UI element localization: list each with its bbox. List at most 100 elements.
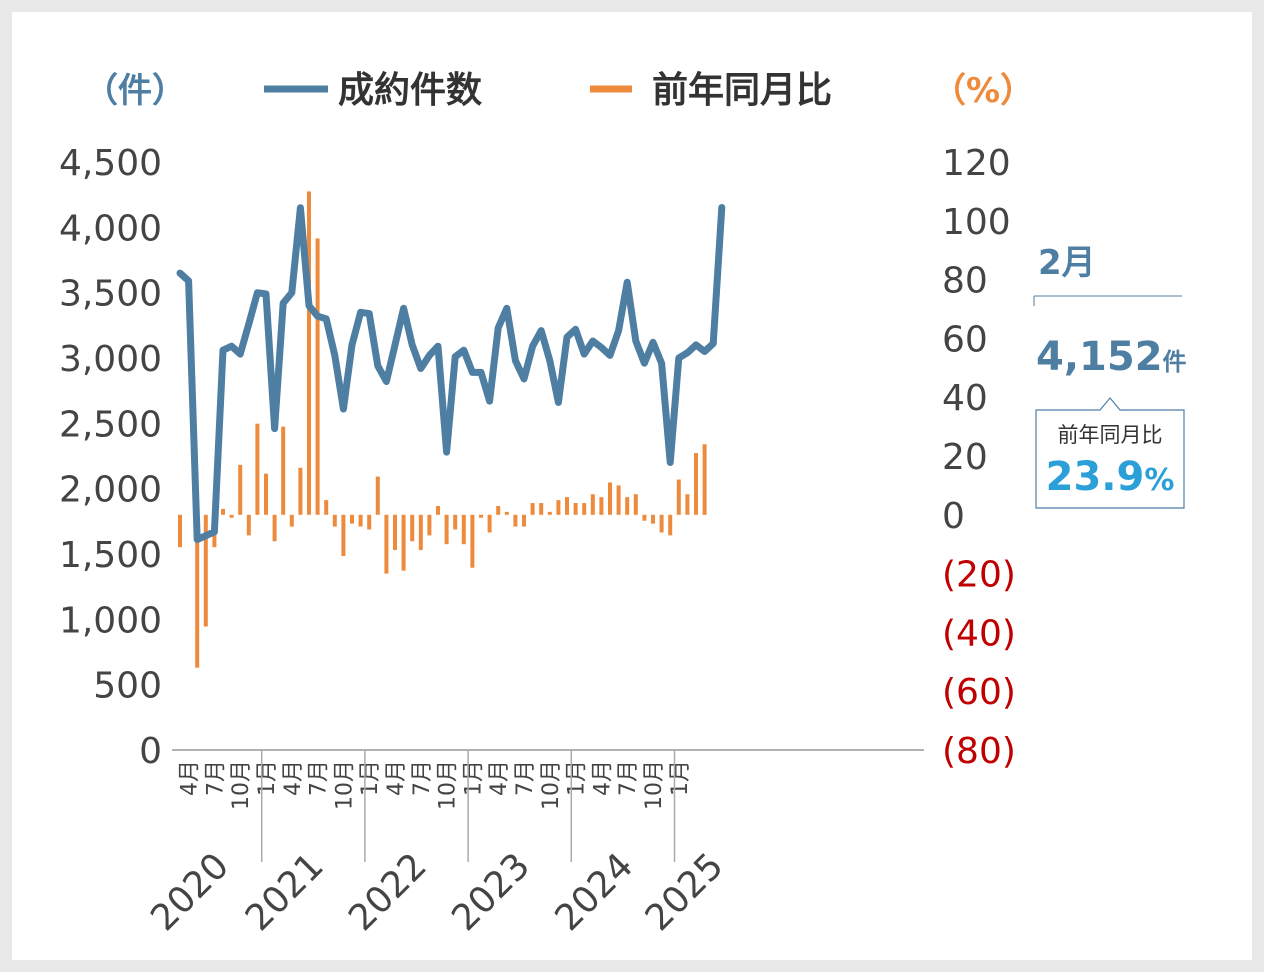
yoy-bar (513, 514, 518, 527)
yoy-bar (341, 514, 346, 556)
year-label: 2022 (341, 845, 435, 939)
yoy-bar (642, 514, 647, 521)
yoy-bar (599, 497, 604, 515)
svg-text:4月: 4月 (487, 760, 512, 796)
left-tick-label: 3,000 (59, 339, 162, 380)
yoy-bar (608, 482, 612, 515)
svg-text:7月: 7月 (616, 760, 641, 796)
right-tick-label: 80 (942, 261, 988, 302)
yoy-bar (625, 497, 630, 515)
month-tick-label: 4月 (384, 760, 409, 796)
yoy-bar (410, 514, 415, 542)
yoy-bar (461, 514, 466, 545)
left-tick-label: 4,500 (59, 143, 162, 184)
yoy-bar (358, 514, 363, 527)
left-tick-label: 3,500 (59, 274, 162, 315)
svg-text:4月: 4月 (178, 760, 203, 796)
yoy-bar (590, 494, 595, 515)
yoy-bar (384, 514, 389, 574)
yoy-bar (453, 514, 458, 530)
svg-text:2020: 2020 (143, 845, 237, 939)
yoy-bar (685, 494, 690, 515)
svg-text:10月: 10月 (642, 760, 667, 810)
svg-text:10月: 10月 (436, 760, 461, 810)
month-tick-label: 1月 (461, 760, 486, 796)
svg-text:1月: 1月 (565, 760, 590, 796)
yoy-bar (375, 476, 380, 515)
yoy-bar (324, 500, 329, 515)
yoy-bar (307, 191, 311, 515)
right-tick-label: 60 (942, 319, 988, 360)
month-tick-label: 10月 (229, 760, 254, 810)
yoy-bar (668, 514, 673, 536)
left-tick-label: 500 (93, 666, 162, 707)
right-tick-label: (80) (942, 731, 1016, 772)
month-tick-label: 10月 (332, 760, 357, 810)
left-tick-label: 1,000 (59, 600, 162, 641)
yoy-bar (522, 514, 526, 527)
right-tick-label: (40) (942, 613, 1016, 654)
yoy-bar (298, 467, 303, 515)
svg-text:7月: 7月 (203, 760, 228, 796)
svg-text:2025: 2025 (638, 845, 732, 939)
callout-box (1035, 397, 1185, 509)
right-tick-label: 120 (942, 143, 1011, 184)
month-tick-label: 4月 (590, 760, 615, 796)
yoy-bar (470, 514, 475, 568)
yoy-bar (530, 503, 535, 515)
callout-yoy-label: 前年同月比 (1058, 423, 1163, 447)
month-tick-label: 7月 (616, 760, 641, 796)
month-tick-label: 10月 (539, 760, 564, 810)
yoy-bar (479, 514, 483, 518)
right-tick-label: 20 (942, 437, 988, 478)
svg-text:7月: 7月 (410, 760, 435, 796)
yoy-bar (702, 444, 707, 515)
svg-text:10月: 10月 (539, 760, 564, 810)
year-label: 2023 (444, 845, 538, 939)
month-tick-label: 4月 (487, 760, 512, 796)
yoy-bar (289, 514, 294, 527)
right-tick-label: 0 (942, 496, 965, 537)
month-tick-label: 7月 (307, 760, 332, 796)
callout-month: 2月 (1038, 243, 1096, 283)
right-tick-label: (20) (942, 555, 1016, 596)
yoy-bar (487, 514, 492, 533)
yoy-bar (203, 514, 208, 627)
yoy-bar (238, 464, 243, 515)
yoy-bar (444, 514, 449, 545)
left-tick-label: 0 (139, 731, 162, 772)
left-tick-label: 2,500 (59, 404, 162, 445)
month-tick-label: 7月 (203, 760, 228, 796)
yoy-bar (573, 503, 578, 515)
right-tick-label: 100 (942, 202, 1011, 243)
yoy-bar (332, 514, 337, 527)
year-label: 2025 (638, 845, 732, 939)
right-tick-label: 40 (942, 378, 988, 419)
yoy-bar (539, 503, 544, 515)
yoy-bar (272, 514, 277, 542)
contracts-line (176, 204, 726, 544)
svg-text:10月: 10月 (332, 760, 357, 810)
year-label: 2024 (547, 845, 641, 939)
yoy-bar (547, 511, 552, 515)
left-tick-label: 2,000 (59, 470, 162, 511)
left-tick-label: 4,000 (59, 208, 162, 249)
combo-chart: （件） 成約件数 前年同月比 （%） 4,500 4,000 3,500 3,000 2… (59, 70, 1187, 939)
svg-text:2024: 2024 (547, 845, 641, 939)
month-tick-label: 10月 (436, 760, 461, 810)
yoy-bar (556, 500, 561, 515)
yoy-bar (350, 514, 354, 524)
right-tick-label: (60) (942, 672, 1016, 713)
yoy-bar (565, 497, 569, 515)
svg-text:1月: 1月 (461, 760, 486, 796)
callout-yoy: 23.9% (1046, 454, 1175, 500)
yoy-bar (616, 485, 621, 515)
month-tick-label: 1月 (255, 760, 280, 796)
yoy-bar (436, 505, 440, 515)
yoy-bar (281, 426, 286, 515)
legend-line-label: 成約件数 (338, 70, 482, 111)
yoy-bar (401, 514, 406, 571)
yoy-bar (651, 514, 655, 524)
month-tick-label: 4月 (178, 760, 203, 796)
legend-bar-label: 前年同月比 (652, 70, 832, 111)
